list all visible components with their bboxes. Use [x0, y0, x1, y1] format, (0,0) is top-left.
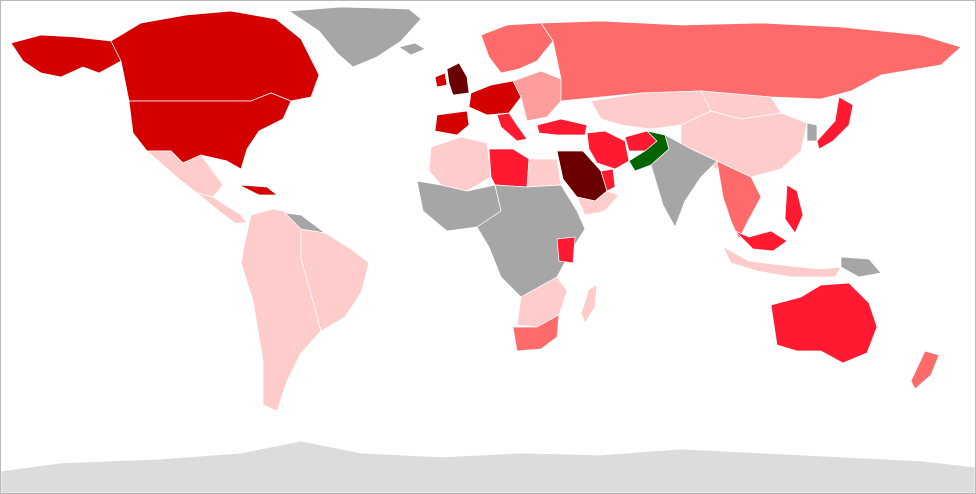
- region-central-america[interactable]: [196, 192, 248, 224]
- region-philippines[interactable]: [784, 184, 804, 234]
- region-antarctica[interactable]: [1, 440, 975, 493]
- region-greenland[interactable]: [288, 6, 422, 68]
- region-japan[interactable]: [816, 96, 854, 150]
- region-korea[interactable]: [806, 122, 818, 142]
- region-madagascar[interactable]: [580, 284, 598, 324]
- region-yemen-oman[interactable]: [576, 190, 620, 216]
- region-india[interactable]: [650, 134, 718, 228]
- region-alaska[interactable]: [10, 34, 122, 78]
- region-italy[interactable]: [496, 112, 528, 142]
- region-indonesia[interactable]: [722, 246, 842, 278]
- region-guianas[interactable]: [284, 212, 326, 234]
- region-canada[interactable]: [110, 10, 320, 102]
- region-scandinavia[interactable]: [480, 22, 554, 74]
- region-southeast-asia[interactable]: [716, 160, 762, 240]
- region-south-africa[interactable]: [512, 314, 560, 352]
- region-kenya[interactable]: [556, 236, 576, 264]
- region-cuba[interactable]: [238, 184, 278, 196]
- region-libya[interactable]: [488, 148, 530, 188]
- region-united-states[interactable]: [128, 92, 292, 170]
- region-north-africa-west[interactable]: [428, 136, 492, 192]
- region-mexico[interactable]: [146, 150, 224, 198]
- region-eastern-europe[interactable]: [512, 70, 562, 122]
- region-turkey[interactable]: [536, 118, 588, 136]
- region-ireland[interactable]: [434, 72, 448, 88]
- region-egypt[interactable]: [526, 158, 562, 188]
- region-papua[interactable]: [840, 256, 882, 278]
- region-western-europe[interactable]: [468, 80, 522, 116]
- region-uae[interactable]: [600, 168, 616, 192]
- region-new-zealand[interactable]: [910, 350, 940, 390]
- region-united-kingdom[interactable]: [446, 62, 470, 96]
- region-malaysia[interactable]: [734, 230, 788, 252]
- region-iceland[interactable]: [398, 42, 426, 56]
- region-brazil[interactable]: [300, 228, 370, 332]
- region-iran[interactable]: [586, 130, 630, 170]
- region-australia[interactable]: [770, 282, 878, 364]
- region-iberia[interactable]: [434, 110, 470, 136]
- region-russia[interactable]: [540, 20, 962, 102]
